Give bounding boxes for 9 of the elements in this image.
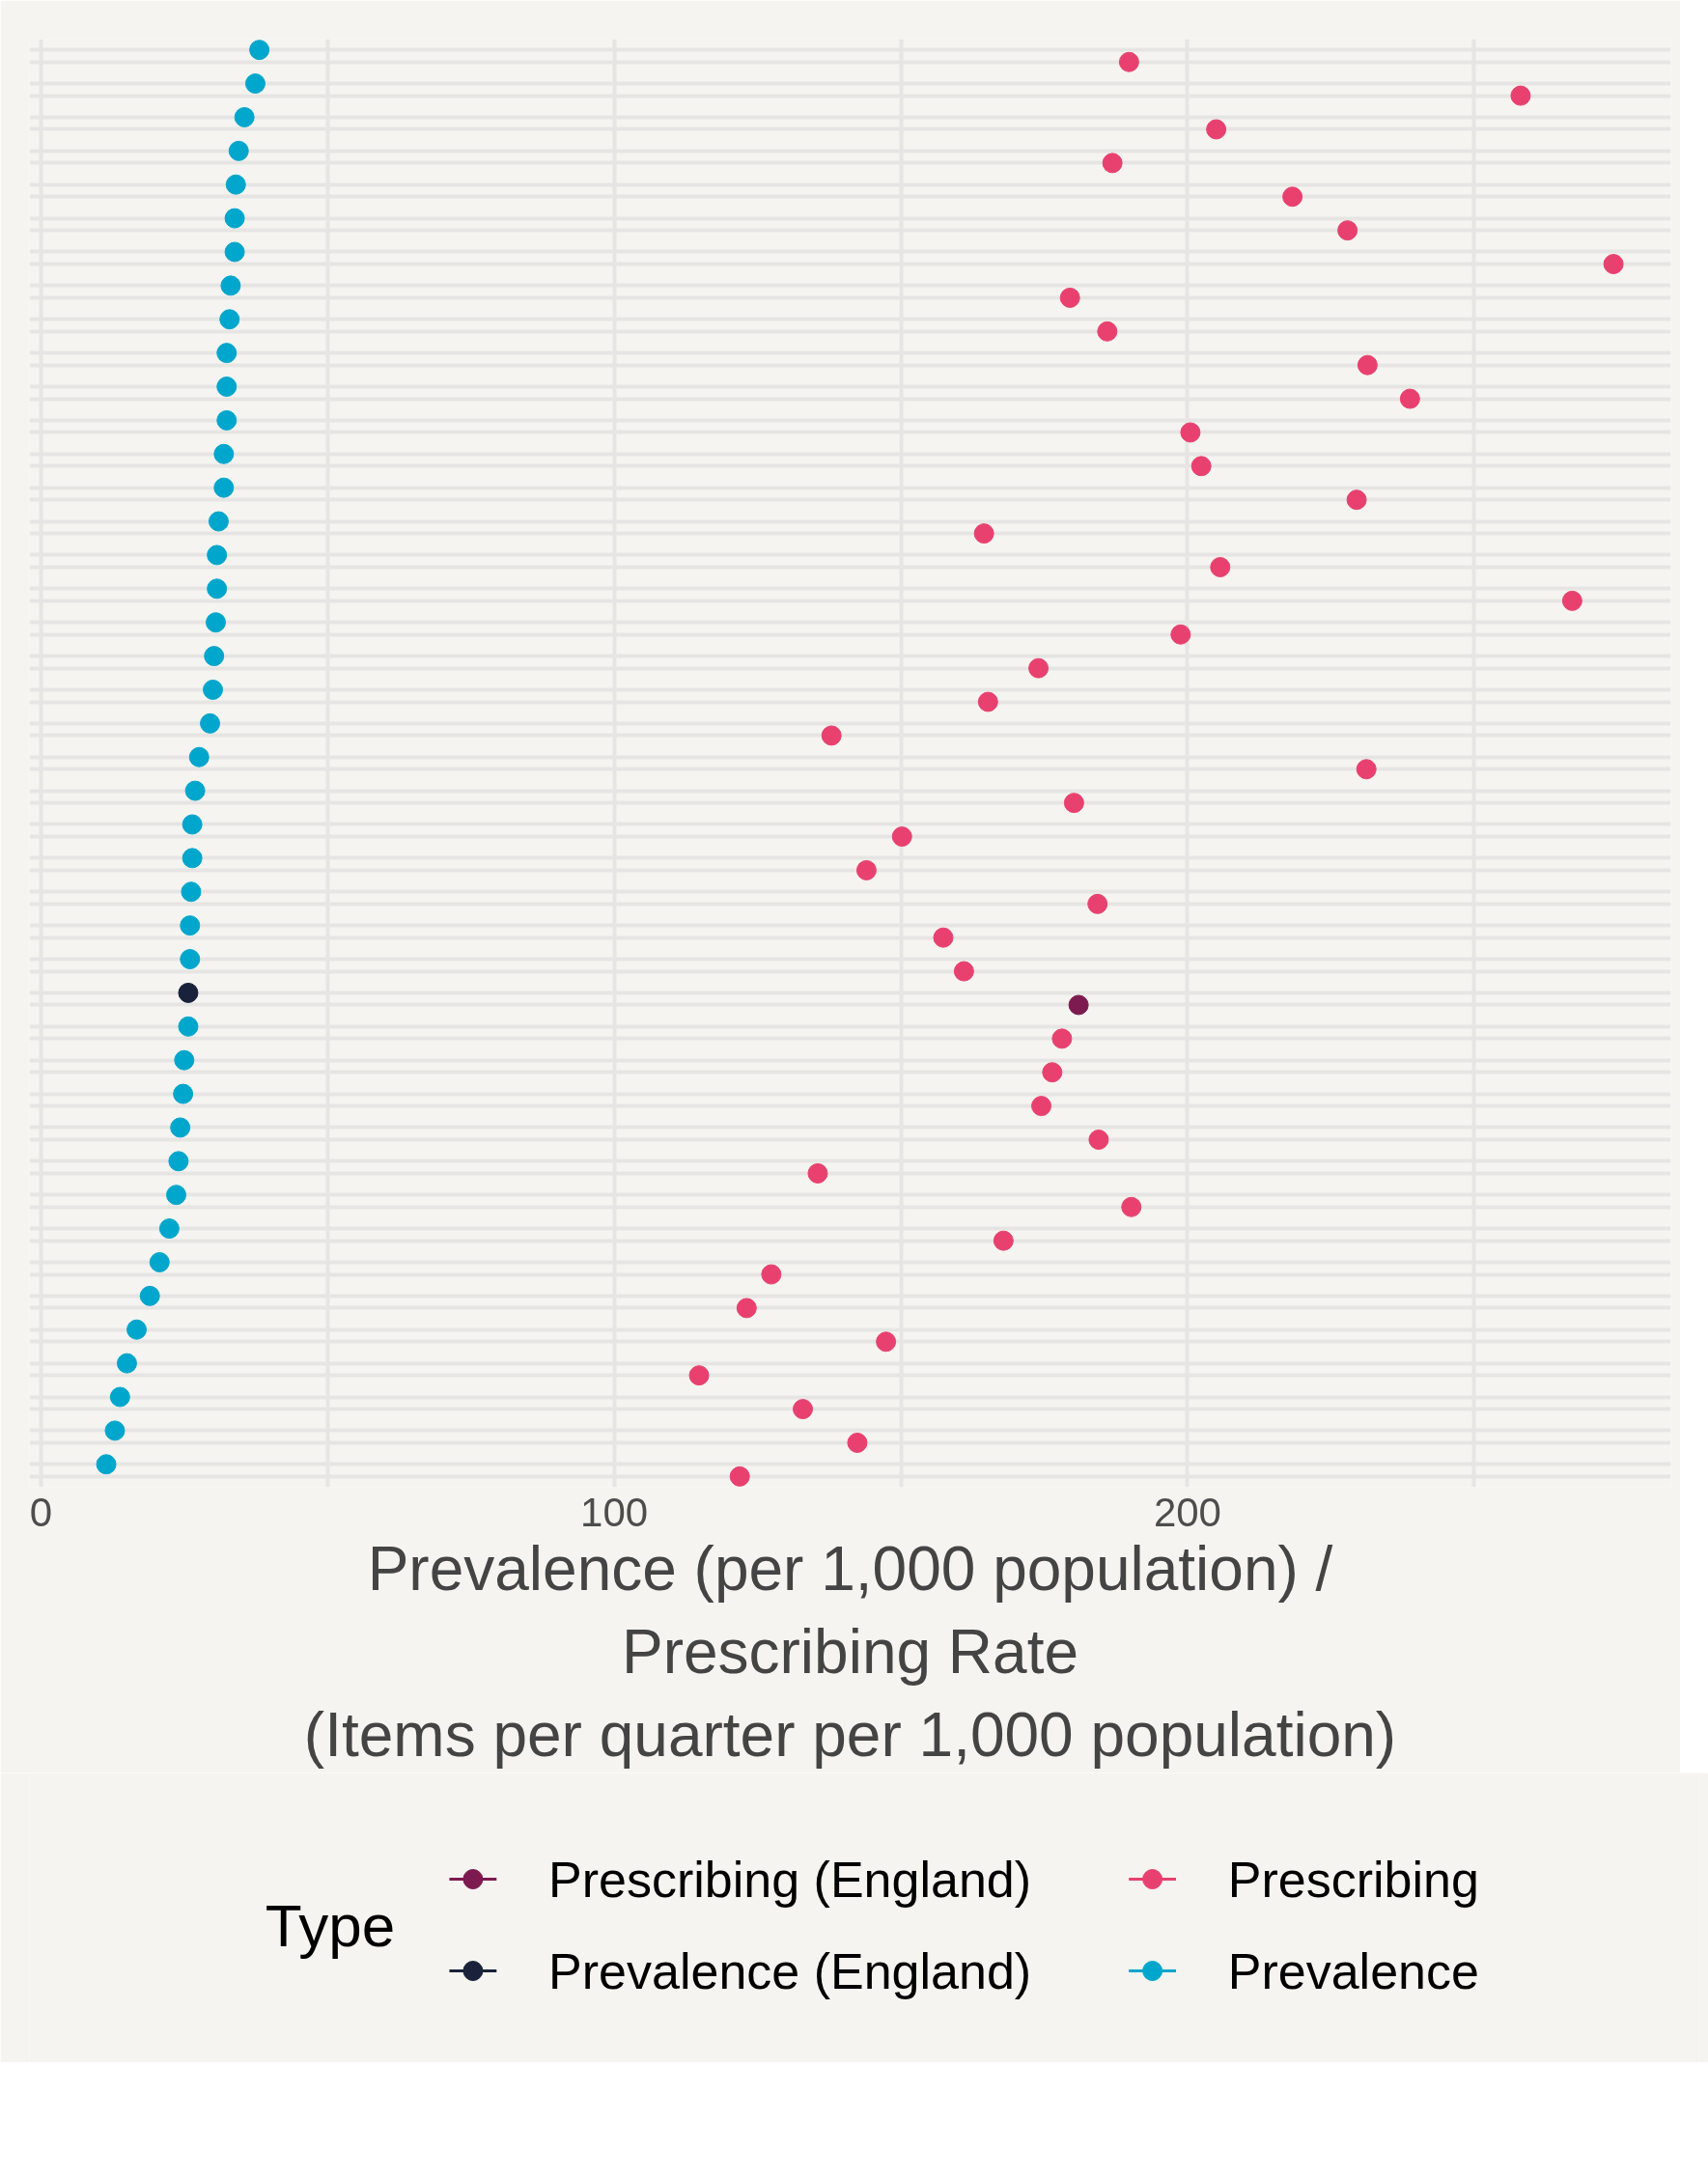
legend-label: Prevalence (England) xyxy=(548,1942,1032,1999)
legend-label: Prescribing xyxy=(1227,1851,1479,1908)
x-axis-title: Prevalence (per 1,000 population) / Prescribing Rate (Items per quarter per 1,000 population) xyxy=(303,1533,1397,1771)
x-tick-label: 100 xyxy=(580,1489,649,1535)
legend-title: Type xyxy=(265,1891,396,1959)
legend-label: Prescribing (England) xyxy=(548,1851,1032,1908)
x-tick-label: 200 xyxy=(1153,1489,1221,1535)
legend-label: Prevalence xyxy=(1227,1942,1479,1999)
x-tick-label: 0 xyxy=(29,1489,53,1535)
